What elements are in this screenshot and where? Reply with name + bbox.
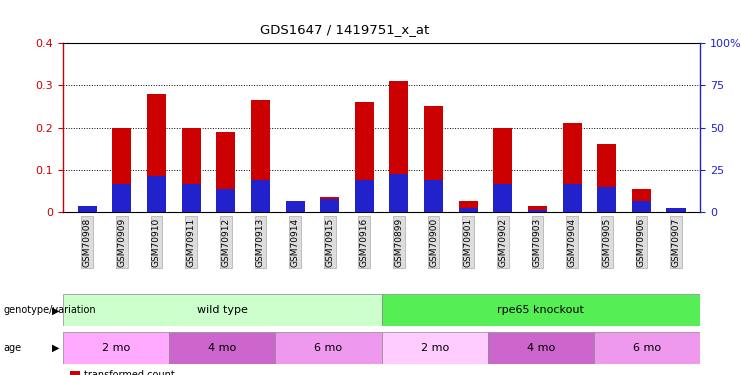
Bar bbox=[251, 180, 270, 212]
Text: transformed count: transformed count bbox=[84, 370, 174, 375]
Text: GSM70909: GSM70909 bbox=[117, 217, 127, 267]
Bar bbox=[594, 332, 700, 364]
Bar bbox=[632, 201, 651, 212]
Text: GSM70901: GSM70901 bbox=[464, 217, 473, 267]
Text: GSM70910: GSM70910 bbox=[152, 217, 161, 267]
Bar bbox=[147, 176, 166, 212]
Text: GSM70900: GSM70900 bbox=[429, 217, 438, 267]
Text: 6 mo: 6 mo bbox=[314, 343, 342, 353]
Bar bbox=[63, 294, 382, 326]
Bar bbox=[390, 174, 408, 212]
Text: GSM70916: GSM70916 bbox=[360, 217, 369, 267]
Bar bbox=[488, 332, 594, 364]
Text: GSM70904: GSM70904 bbox=[568, 217, 576, 267]
Bar bbox=[78, 210, 97, 212]
Text: GSM70899: GSM70899 bbox=[394, 217, 403, 267]
Text: GSM70906: GSM70906 bbox=[637, 217, 646, 267]
Bar bbox=[63, 332, 169, 364]
Text: GSM70915: GSM70915 bbox=[325, 217, 334, 267]
Bar bbox=[597, 144, 617, 212]
Bar bbox=[562, 184, 582, 212]
Text: GSM70911: GSM70911 bbox=[187, 217, 196, 267]
Text: 4 mo: 4 mo bbox=[527, 343, 555, 353]
Bar bbox=[147, 94, 166, 212]
Bar bbox=[113, 128, 131, 212]
Bar bbox=[666, 208, 685, 212]
Bar bbox=[494, 184, 512, 212]
Bar bbox=[382, 332, 488, 364]
Text: genotype/variation: genotype/variation bbox=[4, 305, 96, 315]
Bar bbox=[113, 184, 131, 212]
Bar bbox=[459, 208, 478, 212]
Bar bbox=[355, 102, 373, 212]
Text: GSM70912: GSM70912 bbox=[222, 217, 230, 267]
Bar bbox=[251, 100, 270, 212]
Text: GSM70903: GSM70903 bbox=[533, 217, 542, 267]
Text: GSM70908: GSM70908 bbox=[83, 217, 92, 267]
Bar bbox=[216, 132, 236, 212]
Text: 4 mo: 4 mo bbox=[208, 343, 236, 353]
Bar bbox=[494, 128, 512, 212]
Text: ▶: ▶ bbox=[52, 343, 59, 353]
Text: GDS1647 / 1419751_x_at: GDS1647 / 1419751_x_at bbox=[260, 22, 429, 36]
Bar bbox=[216, 189, 236, 212]
Text: GSM70913: GSM70913 bbox=[256, 217, 265, 267]
Bar bbox=[320, 197, 339, 212]
Bar bbox=[182, 128, 201, 212]
Bar bbox=[459, 201, 478, 212]
Bar bbox=[276, 332, 382, 364]
Text: GSM70905: GSM70905 bbox=[602, 217, 611, 267]
Bar bbox=[424, 106, 443, 212]
Bar bbox=[169, 332, 276, 364]
Bar bbox=[78, 206, 97, 212]
Text: rpe65 knockout: rpe65 knockout bbox=[497, 305, 585, 315]
Bar bbox=[355, 180, 373, 212]
Bar bbox=[390, 81, 408, 212]
Bar bbox=[597, 187, 617, 212]
Bar bbox=[382, 294, 700, 326]
Text: 2 mo: 2 mo bbox=[102, 343, 130, 353]
Text: GSM70914: GSM70914 bbox=[290, 217, 299, 267]
Bar bbox=[182, 184, 201, 212]
Bar bbox=[528, 206, 547, 212]
Bar bbox=[285, 201, 305, 212]
Bar bbox=[632, 189, 651, 212]
Text: 6 mo: 6 mo bbox=[633, 343, 661, 353]
Text: 2 mo: 2 mo bbox=[421, 343, 449, 353]
Bar bbox=[666, 208, 685, 212]
Text: ▶: ▶ bbox=[52, 305, 59, 315]
Bar bbox=[320, 199, 339, 212]
Text: GSM70902: GSM70902 bbox=[499, 217, 508, 267]
Text: wild type: wild type bbox=[197, 305, 247, 315]
Bar bbox=[424, 180, 443, 212]
Bar bbox=[528, 210, 547, 212]
Bar bbox=[285, 208, 305, 212]
Bar bbox=[562, 123, 582, 212]
Text: GSM70907: GSM70907 bbox=[671, 217, 680, 267]
Text: age: age bbox=[4, 343, 21, 353]
